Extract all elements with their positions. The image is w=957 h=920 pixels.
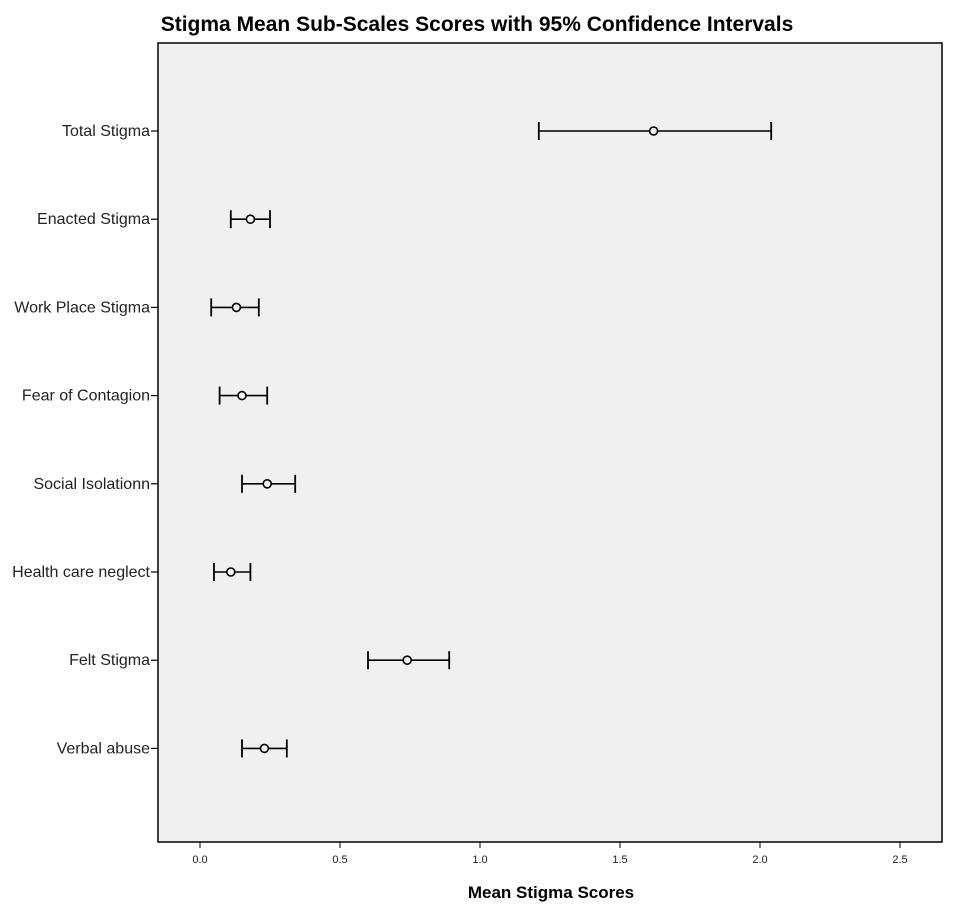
x-tick-label: 1.5 (612, 854, 627, 866)
y-category-label: Total Stigma (62, 123, 150, 140)
mean-marker (237, 390, 247, 401)
y-category-label: Social Isolationn (33, 476, 150, 493)
y-category-label: Fear of Contagion (22, 388, 150, 405)
x-tick-label: 0.0 (192, 854, 207, 866)
mean-marker (402, 655, 413, 666)
y-category-label: Enacted Stigma (37, 211, 150, 228)
mean-marker (648, 126, 659, 136)
x-tick-label: 0.5 (332, 854, 347, 866)
plot-area (157, 42, 943, 843)
x-axis-label: Mean Stigma Scores (468, 883, 634, 902)
mean-marker (231, 302, 242, 313)
x-axis: 0.0 0.5 1.0 1.5 2.0 2.5 (192, 842, 908, 866)
x-tick-label: 2.5 (892, 854, 907, 866)
x-tick-label: 2.0 (752, 854, 767, 866)
mean-marker (226, 567, 236, 577)
y-category-label: Work Place Stigma (14, 299, 150, 316)
y-axis: Total Stigma Enacted Stigma Work Place Sti… (12, 123, 158, 757)
y-category-label: Verbal abuse (57, 740, 151, 757)
x-tick-label: 1.0 (472, 854, 487, 866)
mean-marker (259, 743, 270, 754)
chart-title: Stigma Mean Sub-Scales Scores with 95% C… (161, 13, 794, 36)
y-category-label: Felt Stigma (69, 652, 150, 669)
mean-marker (262, 478, 273, 489)
ci-marks (210, 122, 773, 758)
y-category-label: Health care neglect (12, 564, 150, 581)
mean-marker (245, 214, 256, 224)
